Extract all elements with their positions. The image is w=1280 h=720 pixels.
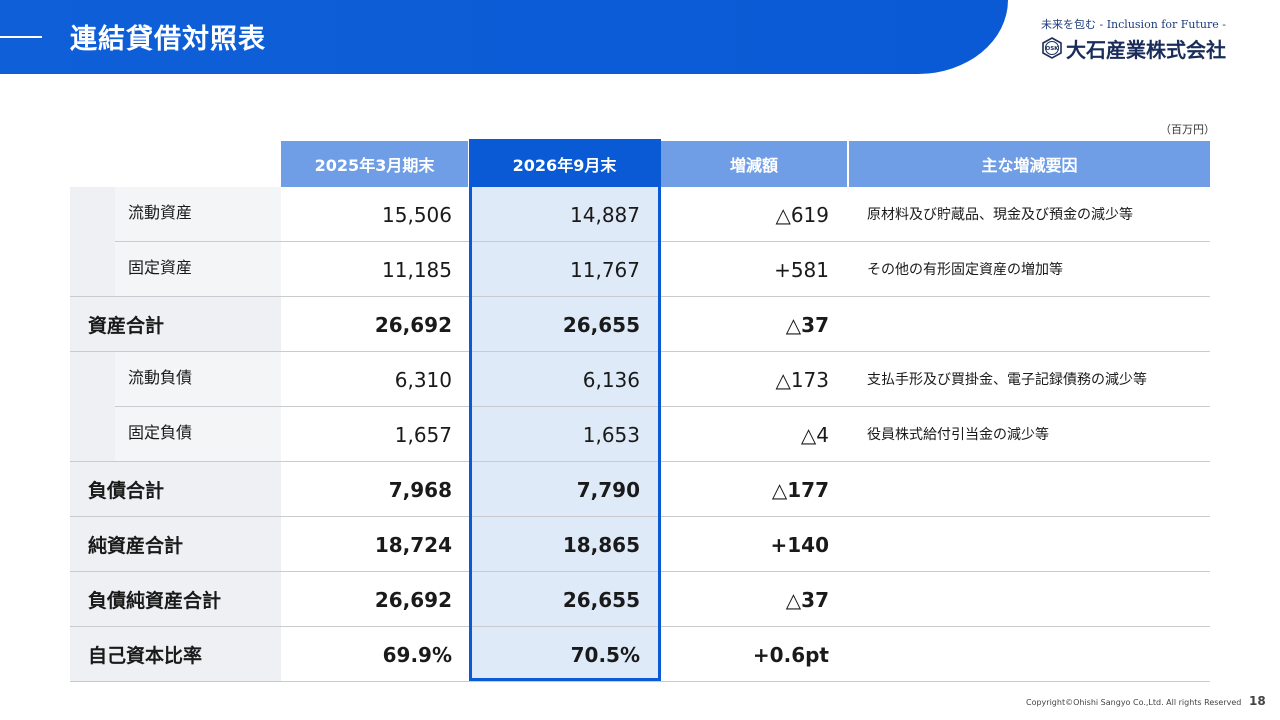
table-row: 流動資産 15,506 14,887 △619 原材料及び貯蔵品、現金及び預金の…	[70, 187, 1210, 242]
value-prev: 69.9%	[382, 642, 452, 667]
value-change: △37	[785, 312, 829, 337]
change-reason: その他の有形固定資産の増加等	[867, 261, 1063, 278]
copyright: Copyright©Ohishi Sangyo Co.,Ltd. All rig…	[1026, 698, 1242, 707]
value-current: 14,887	[570, 202, 640, 227]
change-reason: 原材料及び貯蔵品、現金及び預金の減少等	[867, 206, 1133, 223]
value-change: +0.6pt	[752, 642, 829, 667]
value-current: 6,136	[582, 367, 640, 392]
page-title: 連結貸借対照表	[70, 24, 266, 55]
value-current: 70.5%	[570, 642, 640, 667]
table-row: 固定資産 11,185 11,767 +581 その他の有形固定資産の増加等	[70, 242, 1210, 297]
value-current: 26,655	[562, 587, 640, 612]
value-current: 18,865	[562, 532, 640, 557]
table-row: 負債合計 7,968 7,790 △177	[70, 462, 1210, 517]
row-label: 純資産合計	[88, 535, 184, 557]
value-change: △4	[800, 422, 829, 447]
value-current: 7,790	[576, 477, 640, 502]
value-prev: 15,506	[382, 202, 452, 227]
header-prev-period: 2025年3月期末	[281, 141, 468, 187]
row-label: 固定資産	[128, 257, 193, 277]
value-prev: 18,724	[374, 532, 452, 557]
value-change: +581	[774, 257, 829, 282]
row-label: 負債純資産合計	[88, 590, 222, 612]
page-number: 18	[1249, 694, 1266, 708]
row-label: 流動負債	[128, 367, 193, 387]
change-reason	[867, 517, 1197, 572]
table-row: 純資産合計 18,724 18,865 +140	[70, 517, 1210, 572]
change-reason	[867, 297, 1197, 352]
table-row: 自己資本比率 69.9% 70.5% +0.6pt	[70, 627, 1210, 682]
change-reason: 支払手形及び買掛金、電子記録債務の減少等	[867, 371, 1147, 388]
change-reason	[867, 462, 1197, 517]
table-row: 負債純資産合計 26,692 26,655 △37	[70, 572, 1210, 627]
header-reason: 主な増減要因	[849, 141, 1210, 187]
header-current-period: 2026年9月末	[470, 141, 659, 187]
row-label: 資産合計	[88, 315, 165, 337]
company-name: 大石産業株式会社	[1066, 38, 1226, 62]
row-label: 流動資産	[128, 202, 193, 222]
value-change: △619	[775, 202, 829, 227]
header-change: 増減額	[661, 141, 847, 187]
change-reason: 役員株式給付引当金の減少等	[867, 426, 1049, 443]
table-row: 資産合計 26,692 26,655 △37	[70, 297, 1210, 352]
table-row: 固定負債 1,657 1,653 △4 役員株式給付引当金の減少等	[70, 407, 1210, 462]
value-prev: 7,968	[388, 477, 452, 502]
title-dash	[0, 36, 42, 38]
row-label: 固定負債	[128, 422, 193, 442]
row-label: 負債合計	[88, 480, 165, 502]
table-row: 流動負債 6,310 6,136 △173 支払手形及び買掛金、電子記録債務の減…	[70, 352, 1210, 407]
svg-text:OSK: OSK	[1046, 46, 1060, 52]
value-prev: 1,657	[394, 422, 452, 447]
value-prev: 26,692	[374, 312, 452, 337]
row-label: 自己資本比率	[88, 645, 203, 667]
value-prev: 26,692	[374, 587, 452, 612]
change-reason	[867, 627, 1197, 682]
value-change: △177	[771, 477, 829, 502]
change-reason	[867, 572, 1197, 627]
title-banner	[0, 0, 1008, 74]
company-tagline: 未来を包む - Inclusion for Future -	[1041, 18, 1226, 31]
unit-label: （百万円）	[1160, 123, 1215, 136]
value-prev: 11,185	[382, 257, 452, 282]
balance-sheet-table: 2025年3月期末 2026年9月末 増減額 主な増減要因 流動資産 15,50…	[70, 139, 1210, 682]
value-change: +140	[770, 532, 829, 557]
value-current: 1,653	[582, 422, 640, 447]
value-current: 26,655	[562, 312, 640, 337]
value-change: △173	[775, 367, 829, 392]
company-logo-icon: OSK	[1042, 37, 1062, 59]
value-change: △37	[785, 587, 829, 612]
value-prev: 6,310	[394, 367, 452, 392]
value-current: 11,767	[570, 257, 640, 282]
